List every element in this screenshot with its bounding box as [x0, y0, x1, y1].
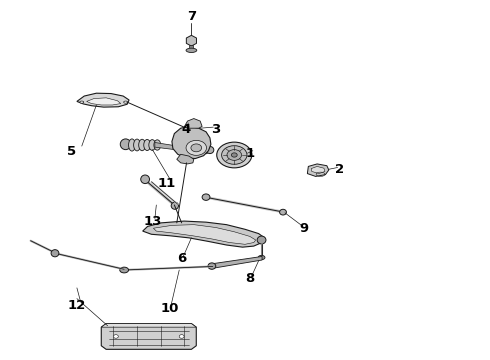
Ellipse shape	[203, 145, 209, 154]
Ellipse shape	[186, 140, 206, 156]
Polygon shape	[155, 143, 189, 152]
Polygon shape	[101, 324, 196, 349]
Ellipse shape	[139, 139, 146, 151]
Ellipse shape	[186, 144, 192, 154]
Ellipse shape	[202, 194, 210, 201]
Ellipse shape	[206, 147, 214, 154]
Text: 13: 13	[143, 215, 162, 228]
Text: 3: 3	[211, 123, 220, 136]
Text: 2: 2	[336, 163, 344, 176]
Polygon shape	[77, 93, 129, 107]
Text: 10: 10	[160, 302, 179, 315]
Ellipse shape	[171, 202, 178, 209]
Polygon shape	[184, 118, 202, 128]
Ellipse shape	[227, 150, 242, 160]
Polygon shape	[307, 164, 329, 176]
Ellipse shape	[134, 139, 141, 151]
Text: 9: 9	[299, 222, 308, 235]
Ellipse shape	[280, 209, 287, 215]
Ellipse shape	[149, 140, 156, 150]
Text: 5: 5	[68, 145, 76, 158]
Polygon shape	[143, 221, 265, 247]
Polygon shape	[177, 154, 194, 164]
Ellipse shape	[191, 144, 202, 152]
Ellipse shape	[186, 48, 197, 53]
Ellipse shape	[144, 139, 150, 150]
Ellipse shape	[120, 267, 128, 273]
Ellipse shape	[154, 140, 161, 150]
Text: 7: 7	[187, 10, 196, 23]
Text: 11: 11	[158, 177, 176, 190]
Ellipse shape	[120, 139, 131, 150]
Ellipse shape	[114, 335, 118, 338]
Ellipse shape	[128, 139, 135, 151]
Polygon shape	[172, 126, 211, 158]
Ellipse shape	[208, 263, 216, 269]
Polygon shape	[101, 324, 196, 327]
Ellipse shape	[217, 142, 252, 168]
Polygon shape	[186, 35, 196, 46]
Polygon shape	[153, 225, 256, 244]
Ellipse shape	[80, 101, 84, 103]
Ellipse shape	[221, 146, 247, 164]
Text: 8: 8	[245, 272, 254, 285]
Polygon shape	[311, 166, 325, 174]
Polygon shape	[87, 98, 121, 105]
Polygon shape	[211, 256, 262, 269]
Ellipse shape	[179, 335, 184, 338]
Ellipse shape	[257, 236, 266, 244]
Text: 1: 1	[245, 147, 254, 160]
Ellipse shape	[123, 101, 127, 103]
Polygon shape	[190, 45, 194, 50]
Text: 6: 6	[177, 252, 186, 265]
Ellipse shape	[51, 249, 59, 257]
Ellipse shape	[258, 255, 265, 260]
Ellipse shape	[192, 144, 197, 154]
Ellipse shape	[197, 145, 203, 154]
Text: 12: 12	[68, 299, 86, 312]
Text: 4: 4	[182, 123, 191, 136]
Ellipse shape	[231, 153, 237, 157]
Ellipse shape	[141, 175, 149, 184]
